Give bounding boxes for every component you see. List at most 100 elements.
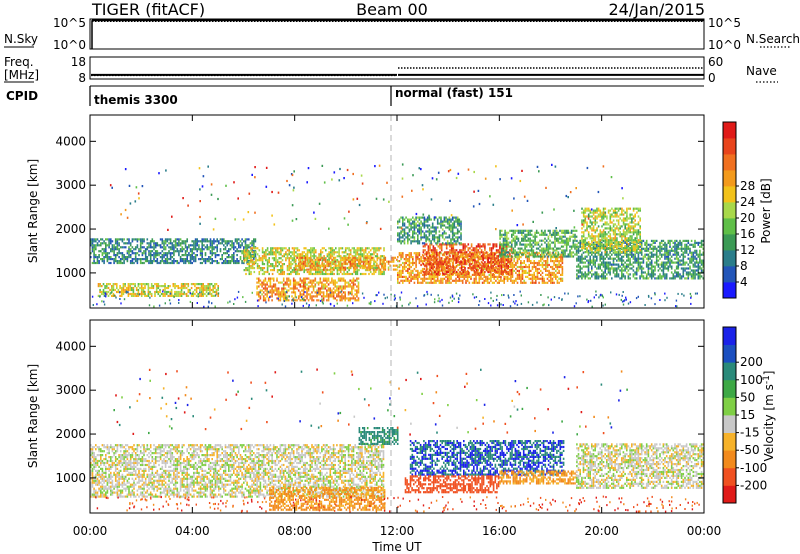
data-cell <box>560 245 563 248</box>
data-cell <box>105 256 107 259</box>
data-cell <box>322 279 325 282</box>
data-cell <box>570 253 573 256</box>
data-cell <box>279 297 282 300</box>
data-cell <box>228 242 230 245</box>
data-cell <box>164 285 166 288</box>
data-cell <box>564 243 566 246</box>
data-cell <box>518 277 520 280</box>
data-cell <box>506 251 508 254</box>
data-cell <box>521 253 523 256</box>
data-cell <box>397 220 399 223</box>
data-cell <box>191 240 193 243</box>
data-cell <box>438 230 441 233</box>
data-cell <box>196 254 198 257</box>
data-cell <box>124 285 126 288</box>
data-cell <box>273 267 275 270</box>
data-cell <box>579 269 581 272</box>
data-cell <box>346 281 348 284</box>
data-cell <box>179 250 182 253</box>
data-cell <box>403 234 406 237</box>
data-cell <box>384 256 387 259</box>
data-cell <box>288 259 290 262</box>
data-cell <box>421 230 424 233</box>
data-cell <box>371 265 374 268</box>
data-cell <box>301 261 304 264</box>
data-cell <box>147 285 150 288</box>
data-cell <box>494 257 496 260</box>
data-cell <box>560 241 563 244</box>
data-cell <box>484 249 486 252</box>
data-cell <box>417 238 419 241</box>
data-cell <box>417 275 419 278</box>
data-cell <box>413 236 416 239</box>
data-cell <box>418 224 421 227</box>
data-cell <box>93 256 95 259</box>
data-cell <box>470 257 473 260</box>
data-cell <box>497 249 499 252</box>
data-cell <box>589 277 591 280</box>
data-cell <box>376 247 379 250</box>
data-cell <box>458 277 461 280</box>
data-cell <box>518 275 520 278</box>
data-cell <box>505 263 508 266</box>
data-cell <box>296 270 299 274</box>
data-cell <box>435 251 438 254</box>
data-cell <box>349 253 352 256</box>
data-cell <box>460 256 462 259</box>
data-cell <box>569 237 571 240</box>
data-cell <box>437 261 440 264</box>
data-cell <box>519 243 521 246</box>
data-cell <box>144 252 147 255</box>
data-cell <box>286 289 288 292</box>
data-cell <box>532 255 535 258</box>
data-cell <box>271 285 273 288</box>
data-cell <box>429 265 431 268</box>
data-cell <box>557 251 560 254</box>
data-cell <box>176 250 179 253</box>
data-cell <box>428 277 431 280</box>
data-cell <box>194 292 196 296</box>
data-cell <box>128 252 130 255</box>
data-cell <box>301 256 303 259</box>
data-cell <box>438 236 441 239</box>
data-cell <box>307 285 310 288</box>
data-cell <box>356 299 358 302</box>
data-cell <box>533 261 535 265</box>
data-cell <box>510 272 513 276</box>
data-cell <box>426 226 429 229</box>
data-cell <box>314 268 317 271</box>
data-cell <box>514 229 516 232</box>
data-cell <box>198 258 200 261</box>
data-cell <box>224 246 227 249</box>
data-cell <box>296 299 298 302</box>
data-cell <box>467 253 470 256</box>
data-cell <box>523 260 525 263</box>
data-cell <box>504 247 506 250</box>
data-cell <box>402 218 404 221</box>
data-cell <box>545 267 547 271</box>
data-cell <box>328 247 330 250</box>
data-cell <box>135 294 138 297</box>
data-cell <box>156 261 159 265</box>
data-cell <box>147 283 150 286</box>
data-cell <box>488 277 491 280</box>
data-cell <box>165 292 168 296</box>
data-cell <box>540 254 542 257</box>
data-cell <box>144 250 147 253</box>
data-cell <box>138 248 140 251</box>
data-cell <box>489 269 491 272</box>
data-cell <box>436 220 439 223</box>
data-cell <box>415 269 417 272</box>
data-cell <box>270 251 272 254</box>
data-cell <box>215 290 218 294</box>
data-cell <box>510 247 513 250</box>
data-cell <box>426 267 429 271</box>
data-cell <box>424 249 426 252</box>
data-cell <box>359 249 362 252</box>
data-cell <box>474 249 476 252</box>
data-cell <box>549 233 551 236</box>
data-cell <box>309 260 312 263</box>
data-cell <box>547 251 550 254</box>
data-cell <box>443 216 446 219</box>
data-cell <box>311 285 313 288</box>
